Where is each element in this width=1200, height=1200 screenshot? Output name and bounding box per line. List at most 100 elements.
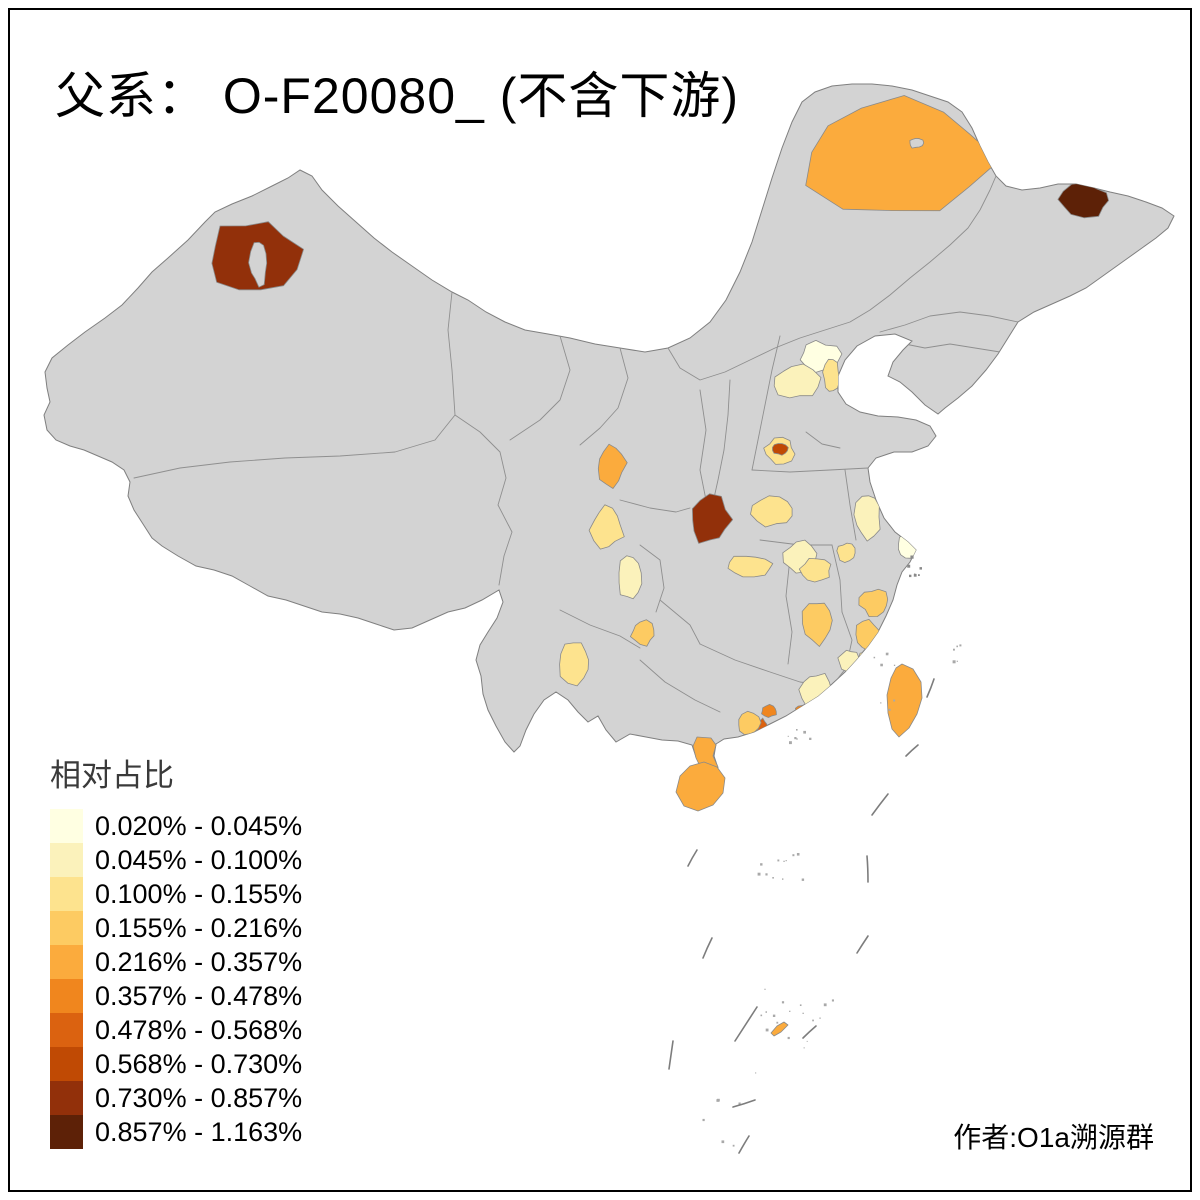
map-region-gansu-central (597, 443, 628, 489)
map-region-fujian-coast (857, 651, 871, 669)
islet-speck (796, 853, 800, 856)
map-region-hebei-central (773, 363, 822, 399)
map-region-guizhou-central (630, 619, 655, 647)
legend-row: 0.478% - 0.568% (50, 1013, 302, 1047)
islet-speck (803, 730, 806, 734)
islet-speck (789, 741, 792, 745)
islet-speck (831, 999, 834, 1002)
islet-speck (776, 1021, 779, 1024)
legend-swatch (50, 1047, 83, 1081)
page-title: 父系： O-F20080_ (不含下游) (55, 68, 740, 124)
map-region-guangdong-east-coast (795, 704, 813, 717)
islet-speck (772, 1014, 776, 1017)
islet-speck (796, 738, 798, 740)
islet-speck (801, 878, 805, 881)
map-region-south-china-sea-island (770, 1021, 789, 1037)
nine-dash-line (668, 678, 935, 1154)
islet-speck (956, 645, 958, 648)
legend-label: 0.020% - 0.045% (95, 810, 303, 841)
islet-speck (787, 735, 789, 737)
map-region-xinjiang-northwest-hole (248, 241, 268, 288)
islet-speck (909, 574, 912, 578)
legend: 相对占比 0.020% - 0.045% 0.045% - 0.100% 0.100… (50, 750, 302, 1149)
islet-speck (732, 1144, 735, 1147)
map-region-jiangxi-central (801, 602, 833, 647)
islet-speck (792, 854, 795, 857)
islet-speck (799, 1004, 802, 1006)
islet-speck (702, 1118, 705, 1122)
legend-label: 0.155% - 0.216% (95, 912, 303, 943)
legend-label: 0.568% - 0.730% (95, 1048, 303, 1079)
islet-speck (809, 737, 812, 740)
legend-label: 0.045% - 0.100% (95, 844, 303, 875)
legend-swatch (50, 945, 83, 979)
islet-speck (913, 573, 917, 577)
map-region-guangdong-central-coast (761, 704, 777, 718)
map-region-hubei-southeast (798, 558, 832, 583)
map-region-hubei-north (727, 555, 774, 578)
legend-swatch (50, 1081, 83, 1115)
islet-speck (888, 708, 891, 711)
islet-speck (717, 1098, 720, 1102)
map-region-inner-mongolia-hole (909, 137, 925, 149)
islet-speck (782, 878, 784, 880)
legend-row: 0.857% - 1.163% (50, 1115, 302, 1149)
legend-row: 0.568% - 0.730% (50, 1047, 302, 1081)
islet-speck (765, 1011, 767, 1013)
legend-swatch (50, 1115, 83, 1149)
legend-row: 0.216% - 0.357% (50, 945, 302, 979)
map-region-shaanxi-central (692, 493, 734, 544)
map-region-anhui-central (836, 542, 856, 563)
islet-speck (789, 1010, 791, 1012)
legend-label: 0.857% - 1.163% (95, 1116, 303, 1147)
islet-speck (783, 860, 785, 862)
islet-speck (919, 567, 922, 570)
islet-speck (956, 660, 958, 662)
legend-label: 0.357% - 0.478% (95, 980, 303, 1011)
map-region-shandong-west-core (772, 443, 789, 456)
legend-swatch (50, 911, 83, 945)
map-region-shanghai-area (898, 534, 919, 559)
islet-speck (893, 664, 896, 666)
legend-row: 0.020% - 0.045% (50, 809, 302, 843)
islet-speck (873, 656, 876, 659)
legend-row: 0.155% - 0.216% (50, 911, 302, 945)
map-region-gansu-south (588, 504, 625, 550)
islet-speck (760, 1014, 763, 1017)
legend-row: 0.100% - 0.155% (50, 877, 302, 911)
map-region-heilongjiang-east (1057, 182, 1109, 219)
islet-speck (823, 1003, 827, 1007)
islet-speck (803, 1047, 805, 1049)
islet-speck (772, 877, 774, 879)
islet-speck (885, 652, 889, 656)
islet-speck (781, 1001, 785, 1004)
legend-label: 0.730% - 0.857% (95, 1082, 303, 1113)
islet-speck (893, 699, 896, 702)
legend-row: 0.045% - 0.100% (50, 843, 302, 877)
islet-speck (738, 1102, 741, 1105)
islet-speck (907, 564, 911, 568)
legend-row: 0.730% - 0.857% (50, 1081, 302, 1115)
map-region-tianjin-area (822, 358, 841, 392)
islet-speck (959, 644, 962, 647)
attribution-text: 作者:O1a溯源群 (953, 1122, 1154, 1153)
legend-label: 0.478% - 0.568% (95, 1014, 303, 1045)
islet-speck (760, 863, 763, 866)
map-region-zhejiang-south (858, 588, 889, 617)
legend-row: 0.357% - 0.478% (50, 979, 302, 1013)
islet-speck (787, 1036, 790, 1040)
islet-speck (755, 1072, 757, 1074)
islet-speck (914, 573, 916, 575)
legend-swatch (50, 843, 83, 877)
map-region-inner-mongolia-northeast (805, 95, 1000, 212)
islet-speck (777, 859, 780, 862)
map-region-yunnan-central (559, 642, 589, 687)
islet-speck (880, 663, 883, 667)
islet-speck (910, 555, 914, 559)
map-region-taiwan-island (886, 663, 923, 738)
islet-speck (918, 574, 920, 576)
islet-speck (802, 1012, 804, 1014)
legend-swatch (50, 877, 83, 911)
